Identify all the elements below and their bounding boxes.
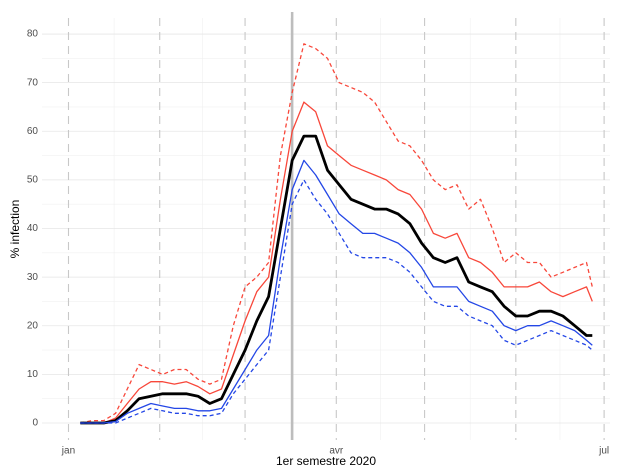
series-line	[80, 43, 593, 424]
y-tick-label: 60	[27, 126, 39, 137]
y-tick-label: 10	[27, 369, 39, 380]
x-tick-label: avr	[329, 446, 344, 457]
series-line	[80, 159, 593, 424]
y-tick-label: 40	[27, 223, 39, 234]
y-tick-label: 20	[27, 320, 39, 331]
series-line	[80, 101, 593, 424]
series-line	[80, 179, 593, 424]
x-tick-label: jul	[598, 446, 609, 457]
y-axis-label: % infection	[8, 200, 22, 259]
y-tick-label: 70	[27, 77, 39, 88]
y-tick-label: 30	[27, 272, 39, 283]
series-line	[80, 134, 593, 425]
x-tick-label: jan	[61, 446, 75, 457]
x-axis-label: 1er semestre 2020	[276, 454, 376, 468]
y-tick-label: 0	[32, 418, 38, 429]
y-tick-label: 80	[27, 29, 39, 40]
y-tick-label: 50	[27, 175, 39, 186]
